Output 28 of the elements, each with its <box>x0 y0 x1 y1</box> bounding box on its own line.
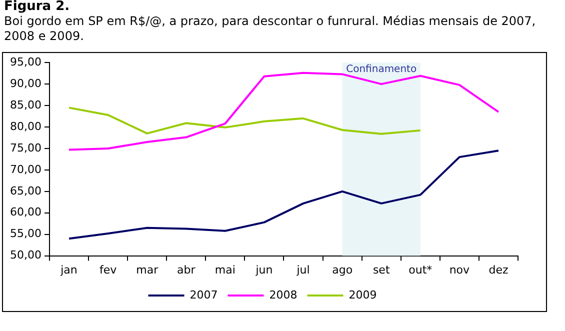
x-tick-label: jul <box>296 263 310 276</box>
y-tick-label: 80,00 <box>10 120 42 133</box>
y-tick-label: 50,00 <box>10 248 42 262</box>
x-tick-label: abr <box>177 263 196 276</box>
legend-label: 2009 <box>348 288 377 302</box>
x-tick-label: jan <box>60 263 78 276</box>
chart-subtitle: Boi gordo em SP em R$/@, a prazo, para descontar o funrural. Médias mensais de 2007, 2008 e 2009. <box>3 14 537 44</box>
legend-label: 2007 <box>190 288 218 302</box>
x-tick-label: mai <box>214 263 236 276</box>
y-tick-label: 70,00 <box>10 162 42 176</box>
x-tick-label: set <box>372 263 390 276</box>
y-tick-label: 65,00 <box>10 184 42 198</box>
x-tick-label: out* <box>408 263 433 276</box>
band-label: Confinamento <box>346 64 417 76</box>
y-tick-label: 55,00 <box>10 227 42 240</box>
x-tick-label: dez <box>488 263 508 276</box>
legend-label: 2008 <box>269 288 298 302</box>
y-tick-label: 60,00 <box>10 206 42 219</box>
chart-title: Figura 2. <box>3 0 71 14</box>
y-tick-label: 95,00 <box>10 55 42 68</box>
x-tick-label: jun <box>254 263 273 276</box>
x-tick-label: ago <box>332 263 353 276</box>
x-tick-label: mar <box>136 263 159 276</box>
y-tick-label: 85,00 <box>10 98 42 112</box>
y-tick-label: 75,00 <box>10 141 42 154</box>
x-tick-label: nov <box>449 263 470 276</box>
x-tick-label: fev <box>99 263 118 276</box>
y-tick-label: 90,00 <box>10 76 42 90</box>
